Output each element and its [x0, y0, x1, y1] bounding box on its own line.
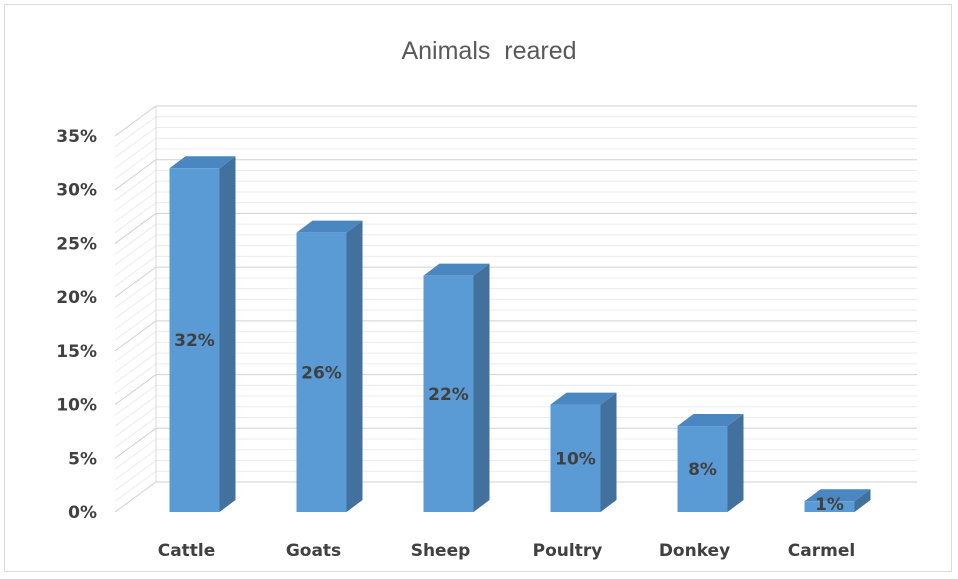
- category-label: Poultry: [533, 541, 603, 561]
- gridline-side-minor: [114, 148, 157, 180]
- gridline-side-minor: [114, 395, 157, 427]
- bar: [550, 404, 601, 512]
- y-tick-label: 25%: [56, 234, 97, 254]
- gridline-side-major: [114, 374, 157, 405]
- gridline-side-minor: [114, 384, 157, 416]
- bar-top: [423, 263, 490, 276]
- data-label: 10%: [555, 449, 596, 469]
- labels: 0% 5% 10% 15% 20% 25% 30% 35% 32% Cattle 26% Goats 2…: [56, 127, 855, 561]
- gridline-side-minor: [114, 449, 157, 481]
- bar-top: [169, 156, 236, 169]
- bar-top: [677, 414, 744, 427]
- bars: [169, 156, 871, 512]
- y-tick-label: 20%: [56, 288, 97, 308]
- bar-side: [854, 489, 871, 512]
- chart-title: Animals reared: [401, 37, 576, 65]
- gridline-side-minor: [114, 191, 157, 223]
- y-tick-label: 10%: [56, 396, 97, 416]
- y-tick-label: 35%: [56, 127, 97, 147]
- gridline-side-minor: [114, 127, 157, 158]
- gridline-side-major: [114, 427, 157, 459]
- category-label: Cattle: [158, 541, 216, 561]
- data-label: 26%: [301, 363, 342, 383]
- gridlines: [114, 105, 917, 513]
- gridline-side-minor: [114, 309, 157, 341]
- gridline-side-major: [114, 481, 157, 513]
- gridline-side-minor: [114, 406, 157, 438]
- gridline-side-minor: [114, 363, 157, 395]
- gridline-side-major: [114, 105, 157, 137]
- gridline-side-minor: [114, 341, 157, 373]
- data-label: 1%: [815, 495, 844, 515]
- gridline-side-minor: [114, 116, 157, 148]
- gridline-side-major: [114, 320, 157, 352]
- gridline-side-major: [114, 266, 157, 298]
- y-tick-label: 5%: [68, 449, 97, 469]
- gridline-side-minor: [114, 180, 157, 212]
- gridline-side-major: [114, 159, 157, 191]
- bar-side: [346, 220, 363, 512]
- gridline-side-minor: [114, 470, 157, 502]
- data-label: 8%: [688, 460, 717, 480]
- bar-top: [550, 392, 617, 405]
- bar-top: [296, 220, 363, 233]
- bar-side: [727, 414, 744, 512]
- bar: [169, 168, 220, 512]
- gridline-side-minor: [114, 137, 157, 169]
- category-label: Carmel: [788, 541, 855, 561]
- y-tick-label: 0%: [68, 503, 97, 523]
- data-label: 22%: [428, 385, 469, 405]
- gridline-side-minor: [114, 331, 157, 363]
- bar-side: [219, 156, 236, 512]
- gridline-side-minor: [114, 438, 157, 470]
- y-tick-label: 15%: [56, 342, 97, 362]
- gridline-side-minor: [114, 417, 157, 448]
- category-label: Donkey: [659, 541, 730, 561]
- gridline-side-minor: [114, 277, 157, 309]
- gridline-side-minor: [114, 245, 157, 277]
- gridline-side-minor: [114, 223, 157, 255]
- gridline-side-major: [114, 213, 157, 244]
- data-label: 32%: [174, 331, 215, 351]
- chart-plot: Animals reared 0% 5% 10% 15% 20% 25% 30% 35% 32%…: [56, 37, 917, 561]
- gridline-side-minor: [114, 460, 157, 491]
- bar: [296, 232, 347, 512]
- category-label: Sheep: [411, 541, 471, 561]
- gridline-side-minor: [114, 298, 157, 330]
- bar-top: [804, 489, 871, 502]
- gridline-side-minor: [114, 202, 157, 234]
- bar: [804, 501, 855, 512]
- bar-side: [473, 263, 490, 512]
- gridline-side-minor: [114, 352, 157, 384]
- bar: [677, 426, 728, 512]
- gridline-side-minor: [114, 234, 157, 266]
- category-label: Goats: [286, 541, 341, 561]
- gridline-side-minor: [114, 170, 157, 201]
- bar-side: [600, 392, 617, 512]
- chart-frame: Animals reared 0% 5% 10% 15% 20% 25% 30% 35% 32%…: [4, 4, 952, 572]
- y-tick-label: 30%: [56, 181, 97, 201]
- gridline-side-minor: [114, 255, 157, 287]
- gridline-side-minor: [114, 288, 157, 320]
- bar: [423, 275, 474, 512]
